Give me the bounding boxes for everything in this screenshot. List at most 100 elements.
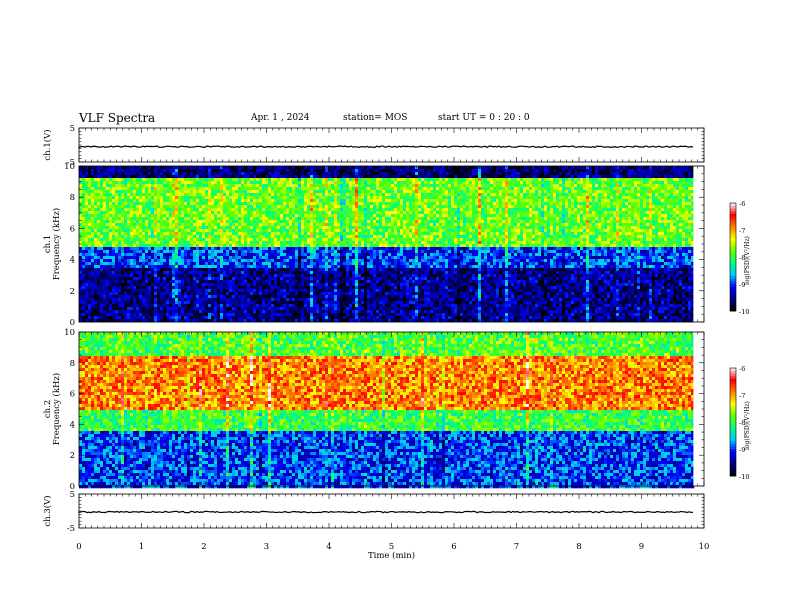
- colorbar-cell: [730, 392, 736, 396]
- colorbar-label: log(PSD)(V²/Hz): [744, 236, 751, 285]
- y-tick-label: -5: [67, 158, 75, 168]
- colorbar-cell: [730, 292, 736, 296]
- colorbar-cell: [730, 254, 736, 258]
- colorbar-cell: [730, 446, 736, 450]
- y-axis-label: ch.2: [43, 400, 53, 418]
- colorbar-tick-label: -9: [739, 281, 745, 289]
- colorbar-cell: [730, 238, 736, 242]
- x-tick-label: 6: [451, 542, 456, 552]
- colorbar-cell: [730, 265, 736, 269]
- colorbar-cell: [730, 378, 736, 382]
- y-axis-label: Frequency (kHz): [51, 373, 62, 445]
- colorbar-cell: [730, 435, 736, 439]
- colorbar-cell: [730, 386, 736, 390]
- colorbar-cell: [730, 430, 736, 434]
- colorbar-cell: [730, 243, 736, 247]
- colorbar-cell: [730, 251, 736, 255]
- colorbar-cell: [730, 302, 736, 306]
- colorbar-cell: [730, 232, 736, 236]
- colorbar-cell: [730, 216, 736, 220]
- colorbar-cell: [730, 440, 736, 444]
- colorbar-cell: [730, 221, 736, 225]
- x-tick-label: 0: [76, 542, 81, 552]
- colorbar-tick-label: -7: [739, 392, 745, 400]
- colorbar-cell: [730, 297, 736, 301]
- x-tick-label: 4: [326, 542, 331, 552]
- colorbar-cell: [730, 203, 736, 207]
- y-axis-label: ch.1: [43, 235, 53, 253]
- y-tick-label: 0: [70, 318, 75, 328]
- colorbar-cell: [730, 459, 736, 463]
- colorbar-cell: [730, 384, 736, 388]
- colorbar-tick-label: -6: [739, 200, 745, 208]
- colorbar-cell: [730, 267, 736, 271]
- colorbar-cell: [730, 462, 736, 466]
- colorbar-cell: [730, 438, 736, 442]
- x-axis-label: Time (min): [368, 550, 415, 561]
- y-tick-label: -5: [67, 524, 75, 534]
- waveform-line: [78, 145, 694, 149]
- spectrogram-1: [79, 166, 695, 323]
- colorbar-cell: [730, 208, 736, 212]
- colorbar-cell: [730, 427, 736, 431]
- colorbar-cell: [730, 259, 736, 263]
- colorbar-cell: [730, 257, 736, 261]
- colorbar-cell: [730, 422, 736, 426]
- y-tick-label: 10: [64, 328, 75, 338]
- y-tick-label: 2: [70, 451, 75, 461]
- colorbar-cell: [730, 389, 736, 393]
- x-tick-label: 10: [699, 542, 710, 552]
- colorbar-cell: [730, 370, 736, 374]
- x-tick-label: 1: [139, 542, 144, 552]
- x-tick-label: 3: [264, 542, 269, 552]
- colorbar-cell: [730, 227, 736, 231]
- colorbar-cell: [730, 284, 736, 288]
- colorbar-cell: [730, 432, 736, 436]
- colorbar-cell: [730, 465, 736, 469]
- colorbar-cell: [730, 376, 736, 380]
- waveform-line: [78, 510, 694, 514]
- colorbar-cell: [730, 211, 736, 215]
- colorbar-cell: [730, 416, 736, 420]
- y-tick-label: 2: [70, 287, 75, 297]
- y-tick-label: 8: [70, 193, 75, 203]
- y-tick-label: 5: [70, 490, 75, 500]
- colorbar-tick-label: -6: [739, 365, 745, 373]
- colorbar-cell: [730, 473, 736, 477]
- y-tick-label: 4: [70, 420, 75, 430]
- colorbar-cell: [730, 411, 736, 415]
- x-tick-label: 8: [576, 542, 581, 552]
- colorbar-cell: [730, 289, 736, 293]
- colorbar-cell: [730, 246, 736, 250]
- colorbar-cell: [730, 457, 736, 461]
- colorbar-cell: [730, 381, 736, 385]
- colorbar-cell: [730, 451, 736, 455]
- colorbar-cell: [730, 262, 736, 266]
- colorbar-cell: [730, 248, 736, 252]
- x-tick-label: 9: [639, 542, 644, 552]
- panel-frame: [78, 127, 705, 163]
- colorbar-cell: [730, 300, 736, 304]
- colorbar-cell: [730, 219, 736, 223]
- y-axis-label: ch.1(V): [42, 129, 53, 160]
- y-tick-label: 10: [64, 162, 75, 172]
- colorbar-cell: [730, 405, 736, 409]
- colorbar-tick-label: -7: [739, 227, 745, 235]
- colorbar-cell: [730, 443, 736, 447]
- y-tick-label: 0: [70, 482, 75, 492]
- start-ut-label: start UT = 0 : 20 : 0: [438, 113, 530, 123]
- colorbar-label: log(PSD)(V²/Hz): [744, 401, 751, 450]
- colorbar-cell: [730, 419, 736, 423]
- y-tick-label: 6: [70, 224, 75, 234]
- colorbar-cell: [730, 273, 736, 277]
- colorbar-tick-label: -9: [739, 446, 745, 454]
- colorbar-cell: [730, 470, 736, 474]
- colorbar-cell: [730, 224, 736, 228]
- colorbar-cell: [730, 408, 736, 412]
- colorbar-tick-label: -10: [739, 308, 749, 316]
- colorbar-cell: [730, 308, 736, 312]
- spectrogram-blank: [693, 166, 704, 322]
- x-tick-label: 7: [514, 542, 519, 552]
- colorbar-cell: [730, 368, 736, 372]
